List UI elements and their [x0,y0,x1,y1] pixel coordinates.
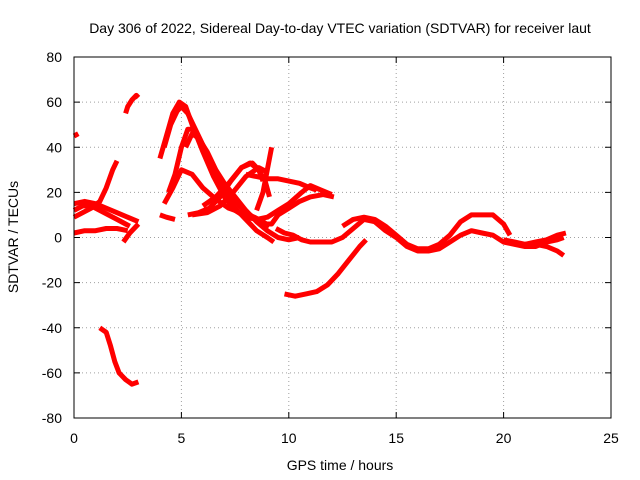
series-arc-24 [524,230,567,247]
x-tick-label: 15 [388,430,404,446]
x-tick-label: 20 [496,430,512,446]
x-tick-label: 5 [178,430,186,446]
series-arc-2 [72,159,120,220]
series-arc-9 [159,212,176,222]
y-tick-label: 80 [46,49,62,65]
series-layer [72,92,567,387]
y-tick-label: -40 [42,320,62,336]
y-tick-label: -80 [42,410,62,426]
series-arc-8 [98,325,140,387]
series-arc-5 [73,226,129,236]
y-tick-label: -20 [42,275,62,291]
y-tick-label: 40 [46,139,62,155]
x-axis-label: GPS time / hours [287,457,394,473]
x-tick-label: 10 [281,430,297,446]
series-arc-10 [157,99,333,222]
x-axis-ticks: 0 5 10 15 20 25 [70,57,619,446]
x-tick-label: 0 [70,430,78,446]
series-arc-3 [72,203,131,229]
chart-title: Day 306 of 2022, Sidereal Day-to-day VTE… [89,20,591,36]
y-tick-label: 20 [46,184,62,200]
series-arc-21 [283,238,368,299]
x-tick-label: 25 [603,430,619,446]
series-arc-6 [121,222,141,244]
y-tick-label: 60 [46,94,62,110]
series-arc-4 [73,198,140,225]
series-arc-7 [123,92,141,115]
series-arc-22 [341,212,513,252]
series-arc-14 [183,131,301,243]
series-arc-1 [72,131,80,139]
y-axis-ticks: -80 -60 -40 -20 0 20 40 60 80 [42,49,611,426]
y-axis-label: SDTVAR / TECUs [5,181,21,293]
series-arc-18 [254,146,275,212]
y-tick-label: 0 [54,230,62,246]
series-arc-19 [245,171,318,193]
y-tick-label: -60 [42,365,62,381]
series-arc-20 [274,216,565,254]
